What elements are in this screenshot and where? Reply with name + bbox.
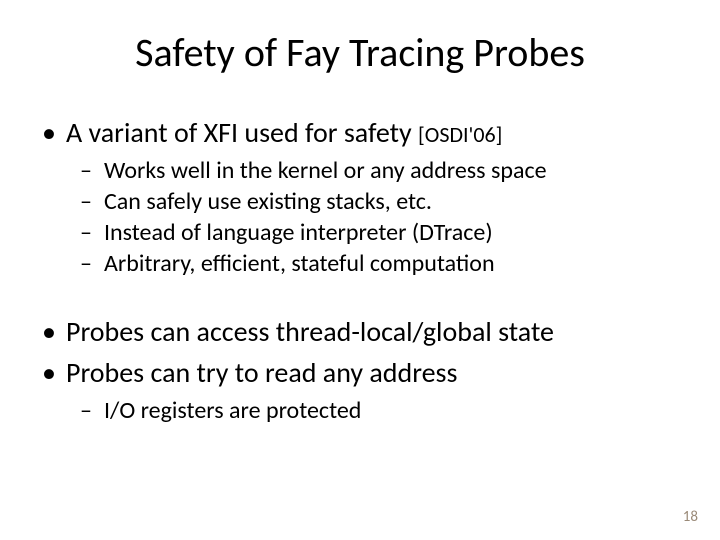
- bullet-text: A variant of XFI used for safety [OSDI'0…: [66, 115, 682, 150]
- bullet-text: Probes can try to read any address: [66, 355, 682, 390]
- page-number: 18: [683, 508, 698, 526]
- slide-title: Safety of Fay Tracing Probes: [38, 28, 682, 77]
- bullet-level2: – Can safely use existing stacks, etc.: [80, 187, 682, 216]
- bullet-text: I/O registers are protected: [104, 396, 682, 425]
- bullet-marker: •: [38, 355, 66, 390]
- bullet-level2: – Works well in the kernel or any addres…: [80, 156, 682, 185]
- bullet-text: Instead of language interpreter (DTrace): [104, 218, 682, 247]
- slide: Safety of Fay Tracing Probes • A variant…: [0, 0, 720, 540]
- bullet-text: Arbitrary, efficient, stateful computati…: [104, 249, 682, 278]
- bullet-level2: – I/O registers are protected: [80, 396, 682, 425]
- dash-marker: –: [80, 187, 104, 216]
- bullet-marker: •: [38, 115, 66, 150]
- spacer: [38, 280, 682, 314]
- dash-marker: –: [80, 156, 104, 185]
- dash-marker: –: [80, 249, 104, 278]
- bullet-level1: • Probes can access thread-local/global …: [38, 314, 682, 349]
- bullet-level1: • A variant of XFI used for safety [OSDI…: [38, 115, 682, 150]
- dash-marker: –: [80, 218, 104, 247]
- bullet-text: Probes can access thread-local/global st…: [66, 314, 682, 349]
- bullet-text: Works well in the kernel or any address …: [104, 156, 682, 185]
- dash-marker: –: [80, 396, 104, 425]
- bullet-main-text: A variant of XFI used for safety: [66, 115, 418, 150]
- bullet-level2: – Instead of language interpreter (DTrac…: [80, 218, 682, 247]
- bullet-marker: •: [38, 314, 66, 349]
- citation: [OSDI'06]: [418, 121, 502, 148]
- bullet-level1: • Probes can try to read any address: [38, 355, 682, 390]
- bullet-level2: – Arbitrary, efficient, stateful computa…: [80, 249, 682, 278]
- bullet-text: Can safely use existing stacks, etc.: [104, 187, 682, 216]
